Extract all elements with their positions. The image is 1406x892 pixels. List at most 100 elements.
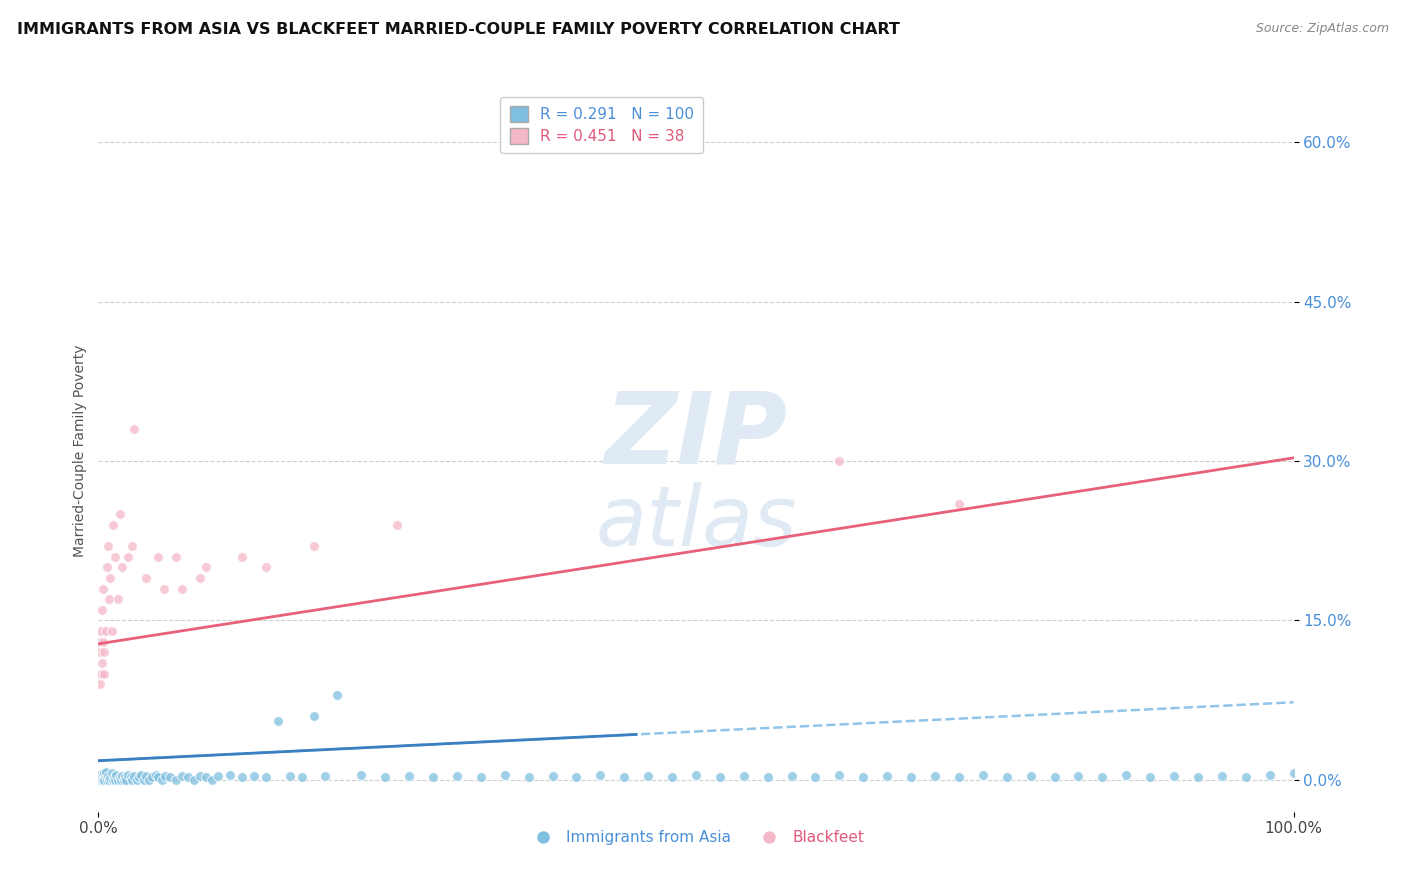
Point bbox=[90, 666, 112, 681]
Point bbox=[105, 767, 128, 781]
Point bbox=[121, 772, 143, 787]
Point bbox=[852, 770, 875, 784]
Point bbox=[207, 769, 229, 783]
Point bbox=[315, 769, 337, 783]
Point bbox=[201, 772, 224, 787]
Point bbox=[1282, 766, 1305, 780]
Point bbox=[89, 645, 111, 659]
Text: ZIP: ZIP bbox=[605, 387, 787, 484]
Point bbox=[385, 517, 409, 532]
Point bbox=[148, 549, 170, 564]
Point bbox=[172, 769, 194, 783]
Point bbox=[91, 770, 114, 784]
Point bbox=[117, 767, 139, 781]
Point bbox=[148, 770, 170, 784]
Point bbox=[120, 770, 142, 784]
Point bbox=[108, 507, 131, 521]
Point bbox=[115, 772, 138, 787]
Point bbox=[101, 772, 124, 787]
Point bbox=[91, 656, 114, 670]
Point bbox=[91, 772, 114, 787]
Point bbox=[398, 769, 420, 783]
Point bbox=[995, 770, 1018, 784]
Point bbox=[141, 770, 163, 784]
Point bbox=[104, 549, 127, 564]
Point bbox=[1019, 769, 1042, 783]
Point bbox=[125, 772, 148, 787]
Point bbox=[101, 517, 124, 532]
Point bbox=[159, 770, 181, 784]
Point bbox=[97, 539, 120, 553]
Point bbox=[91, 582, 114, 596]
Point bbox=[97, 769, 120, 783]
Point bbox=[470, 770, 492, 784]
Point bbox=[100, 624, 122, 639]
Point bbox=[98, 772, 121, 787]
Point bbox=[155, 769, 177, 783]
Point bbox=[98, 771, 122, 785]
Point bbox=[948, 770, 970, 784]
Point bbox=[494, 767, 516, 781]
Point bbox=[114, 770, 136, 784]
Point bbox=[326, 688, 349, 702]
Point bbox=[733, 769, 755, 783]
Point bbox=[124, 769, 146, 783]
Point bbox=[111, 769, 134, 783]
Point bbox=[89, 767, 111, 781]
Point bbox=[231, 770, 253, 784]
Point bbox=[900, 770, 922, 784]
Point bbox=[195, 770, 218, 784]
Point bbox=[254, 770, 277, 784]
Point bbox=[972, 767, 994, 781]
Point bbox=[1258, 767, 1281, 781]
Point bbox=[1163, 769, 1185, 783]
Point bbox=[87, 634, 110, 648]
Point bbox=[685, 767, 707, 781]
Point bbox=[90, 772, 112, 787]
Point bbox=[195, 560, 218, 574]
Point bbox=[219, 767, 242, 781]
Point bbox=[589, 767, 612, 781]
Point bbox=[90, 624, 112, 639]
Point bbox=[153, 582, 176, 596]
Point bbox=[94, 765, 117, 780]
Point bbox=[188, 769, 211, 783]
Point bbox=[422, 770, 444, 784]
Point bbox=[100, 766, 122, 780]
Point bbox=[302, 709, 325, 723]
Point bbox=[98, 571, 122, 585]
Point bbox=[876, 769, 898, 783]
Point bbox=[565, 770, 588, 784]
Point bbox=[87, 772, 110, 787]
Point bbox=[103, 770, 125, 784]
Point bbox=[107, 592, 129, 607]
Point bbox=[91, 772, 114, 787]
Point bbox=[108, 770, 131, 784]
Point bbox=[138, 772, 160, 787]
Point bbox=[1115, 767, 1137, 781]
Point bbox=[112, 772, 135, 787]
Point bbox=[172, 582, 194, 596]
Point bbox=[91, 634, 114, 648]
Point bbox=[135, 571, 157, 585]
Point bbox=[145, 767, 167, 781]
Point bbox=[135, 769, 157, 783]
Point bbox=[150, 772, 173, 787]
Point bbox=[91, 603, 114, 617]
Point bbox=[350, 767, 373, 781]
Point bbox=[165, 549, 187, 564]
Point bbox=[254, 560, 277, 574]
Point bbox=[231, 549, 253, 564]
Point bbox=[804, 770, 827, 784]
Point bbox=[613, 770, 636, 784]
Point bbox=[756, 770, 779, 784]
Point bbox=[1043, 770, 1066, 784]
Legend: Immigrants from Asia, Blackfeet: Immigrants from Asia, Blackfeet bbox=[522, 824, 870, 851]
Text: IMMIGRANTS FROM ASIA VS BLACKFEET MARRIED-COUPLE FAMILY POVERTY CORRELATION CHAR: IMMIGRANTS FROM ASIA VS BLACKFEET MARRIE… bbox=[17, 22, 900, 37]
Point bbox=[93, 666, 115, 681]
Point bbox=[291, 770, 314, 784]
Point bbox=[517, 770, 540, 784]
Point bbox=[267, 714, 290, 729]
Point bbox=[94, 624, 117, 639]
Point bbox=[117, 549, 139, 564]
